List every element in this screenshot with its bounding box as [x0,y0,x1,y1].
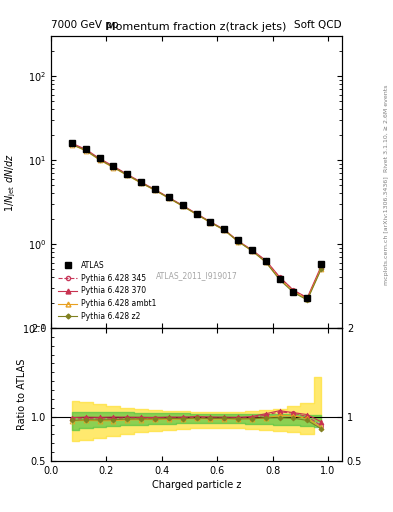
Text: mcplots.cern.ch [arXiv:1306.3436]: mcplots.cern.ch [arXiv:1306.3436] [384,176,389,285]
Text: ATLAS_2011_I919017: ATLAS_2011_I919017 [156,271,237,280]
Y-axis label: Ratio to ATLAS: Ratio to ATLAS [17,359,27,430]
Text: 7000 GeV pp: 7000 GeV pp [51,20,119,31]
X-axis label: Charged particle z: Charged particle z [152,480,241,490]
Text: Soft QCD: Soft QCD [294,20,342,31]
Y-axis label: $1/N_{\rm jet}\ dN/dz$: $1/N_{\rm jet}\ dN/dz$ [4,152,18,211]
Text: Rivet 3.1.10, ≥ 2.6M events: Rivet 3.1.10, ≥ 2.6M events [384,84,389,172]
Legend: ATLAS, Pythia 6.428 345, Pythia 6.428 370, Pythia 6.428 ambt1, Pythia 6.428 z2: ATLAS, Pythia 6.428 345, Pythia 6.428 37… [55,258,159,324]
Title: Momentum fraction z(track jets): Momentum fraction z(track jets) [107,23,286,32]
